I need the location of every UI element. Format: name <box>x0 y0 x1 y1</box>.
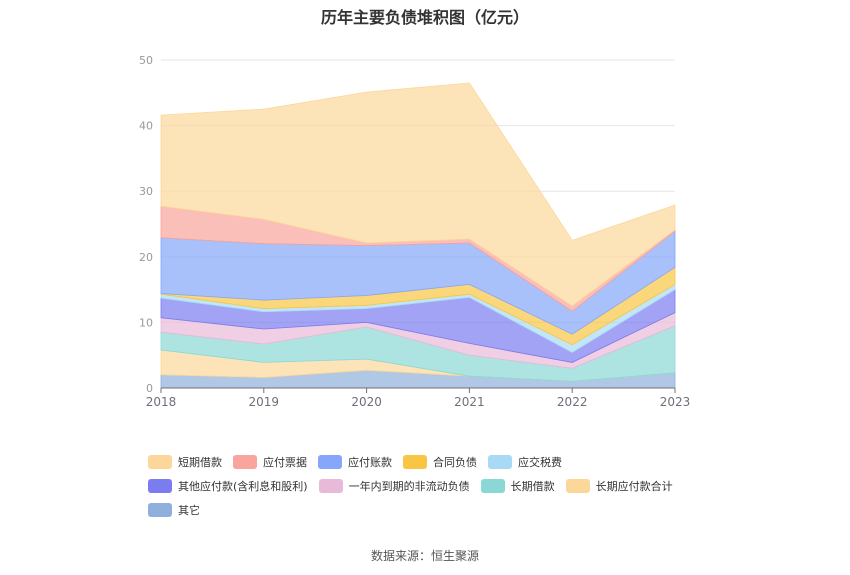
legend-swatch <box>488 455 512 469</box>
legend-swatch <box>233 455 257 469</box>
y-tick-label: 30 <box>139 185 153 198</box>
legend-item-其他应付款[interactable]: 其他应付款(含利息和股利) <box>148 478 308 494</box>
legend-swatch <box>403 455 427 469</box>
legend-row: 短期借款 应付票据 应付账款 合同负债 应交税费 <box>148 450 748 474</box>
y-tick-label: 50 <box>139 54 153 67</box>
data-source: 数据来源：恒生聚源 <box>370 549 479 563</box>
legend-item-长期应付款合计[interactable]: 长期应付款合计 <box>565 478 673 494</box>
y-tick-label: 10 <box>139 316 153 329</box>
x-tick-label: 2020 <box>351 395 382 409</box>
legend-swatch <box>148 503 172 517</box>
y-tick-label: 0 <box>146 382 153 395</box>
legend-item-一年内到期的非流动负债[interactable]: 一年内到期的非流动负债 <box>318 478 470 494</box>
area-短期借款 <box>160 82 676 307</box>
legend-label: 应付票据 <box>263 456 307 469</box>
stacked-area-chart: 0 10 20 30 40 50 2018 2019 2020 2021 2022 2023 <box>139 54 690 409</box>
y-tick-label: 20 <box>139 251 153 264</box>
axes: 0 10 20 30 40 50 2018 2019 2020 2021 2022 2023 <box>139 54 690 409</box>
legend-swatch <box>318 455 342 469</box>
legend-label: 其它 <box>178 504 200 517</box>
legend-swatch <box>565 479 590 493</box>
legend-item-应付账款[interactable]: 应付账款 <box>318 454 392 470</box>
legend-swatch <box>148 479 172 493</box>
x-tick-label: 2021 <box>454 395 485 409</box>
y-tick-label: 40 <box>139 120 153 133</box>
legend-label: 长期应付款合计 <box>595 480 673 493</box>
legend-swatch <box>480 479 505 493</box>
legend-label: 应交税费 <box>518 456 562 469</box>
legend: 短期借款 应付票据 应付账款 合同负债 应交税费 其他应付款(含利息和股利) 一… <box>148 450 748 522</box>
legend-item-短期借款[interactable]: 短期借款 <box>148 454 222 470</box>
legend-item-合同负债[interactable]: 合同负债 <box>403 454 477 470</box>
x-tick-label: 2019 <box>249 395 280 409</box>
legend-label: 合同负债 <box>433 456 477 469</box>
area-series <box>160 82 676 389</box>
x-tick-label: 2022 <box>557 395 588 409</box>
legend-label: 短期借款 <box>178 456 222 469</box>
legend-item-应交税费[interactable]: 应交税费 <box>488 454 562 470</box>
legend-swatch <box>148 455 172 469</box>
legend-label: 长期借款 <box>510 480 555 493</box>
chart-title: 历年主要负债堆积图（亿元） <box>320 8 529 27</box>
legend-swatch <box>318 479 343 493</box>
legend-label: 应付账款 <box>348 456 392 469</box>
legend-row: 其它 <box>148 498 748 522</box>
legend-item-其它[interactable]: 其它 <box>148 502 200 518</box>
x-tick-label: 2018 <box>146 395 177 409</box>
legend-item-应付票据[interactable]: 应付票据 <box>233 454 307 470</box>
legend-item-长期借款[interactable]: 长期借款 <box>480 478 555 494</box>
legend-row: 其他应付款(含利息和股利) 一年内到期的非流动负债 长期借款 长期应付款合计 <box>148 474 748 498</box>
legend-label: 一年内到期的非流动负债 <box>348 480 470 493</box>
legend-label: 其他应付款(含利息和股利) <box>178 480 308 493</box>
x-tick-label: 2023 <box>660 395 691 409</box>
